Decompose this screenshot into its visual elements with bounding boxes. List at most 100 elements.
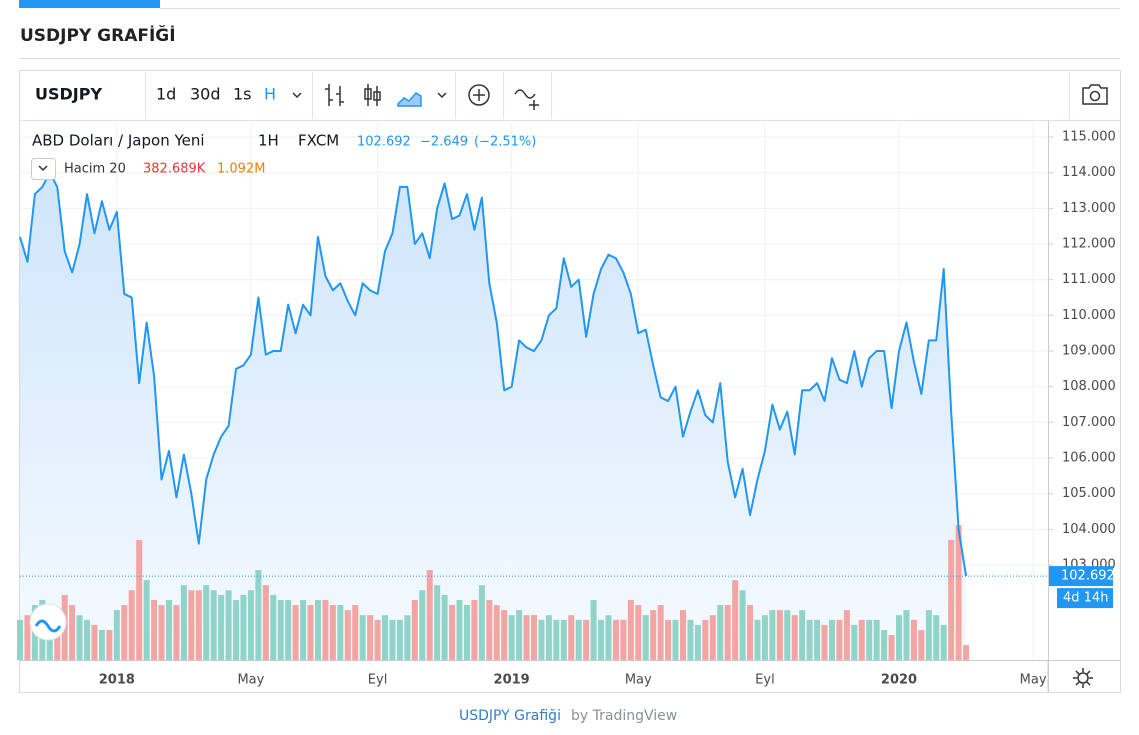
volume-bar xyxy=(635,605,642,660)
volume-bar xyxy=(396,619,403,660)
volume-bar xyxy=(851,624,858,660)
last-price-label: 102.692 xyxy=(1061,569,1115,584)
volume-bar xyxy=(709,615,716,660)
volume-bar xyxy=(873,619,880,660)
camera-icon[interactable] xyxy=(1082,84,1108,105)
y-tick-label: 109.000 xyxy=(1062,344,1116,359)
volume-bar xyxy=(717,605,724,660)
volume-bar xyxy=(843,610,850,660)
volume-bar xyxy=(158,605,165,660)
volume-bar xyxy=(173,605,180,660)
plot: 103.000104.000105.000106.000107.000108.0… xyxy=(17,122,1116,688)
legend-interval: 1H xyxy=(258,132,279,150)
volume-bar xyxy=(106,629,113,660)
interval[interactable]: 1s xyxy=(233,85,252,104)
footer-link[interactable]: USDJPY Grafiği xyxy=(459,708,561,724)
volume-bar xyxy=(98,629,105,660)
volume-bar xyxy=(389,619,396,660)
volume-bar xyxy=(501,610,508,660)
volume-bar xyxy=(963,645,970,660)
last-price-box xyxy=(1049,566,1113,587)
volume-bar xyxy=(858,619,865,660)
volume-bar xyxy=(344,610,351,660)
volume-bar xyxy=(478,585,485,660)
volume-bar xyxy=(940,624,947,660)
settings-icon[interactable] xyxy=(1077,672,1089,684)
x-tick-label: May xyxy=(1020,673,1047,688)
volume-bar xyxy=(925,610,932,660)
volume-bar xyxy=(411,599,418,660)
volume-bar xyxy=(948,539,955,660)
x-tick-label: Eyl xyxy=(368,673,388,688)
candles-icon[interactable] xyxy=(364,84,381,106)
y-tick-label: 110.000 xyxy=(1062,308,1116,323)
volume-bar xyxy=(776,610,783,660)
add-indicator-icon xyxy=(473,89,485,101)
volume-bar xyxy=(814,619,821,660)
compare-icon[interactable] xyxy=(514,89,539,110)
volume-bar xyxy=(121,605,128,660)
camera-icon xyxy=(1089,90,1101,102)
interval[interactable]: 1d xyxy=(156,85,176,104)
volume-bar xyxy=(806,619,813,660)
interval-active[interactable]: H xyxy=(264,85,276,104)
volume-bar xyxy=(270,594,277,660)
x-tick-label: 2019 xyxy=(494,673,530,688)
volume-bar xyxy=(650,610,657,660)
legend-last: 102.692 xyxy=(357,135,411,150)
dropdown-icon[interactable] xyxy=(437,92,447,99)
volume-bar xyxy=(531,615,537,660)
logo[interactable] xyxy=(29,603,67,641)
logo xyxy=(34,619,62,633)
volume-bar xyxy=(434,585,441,660)
volume-bar xyxy=(791,615,798,660)
legend-change-pct: (−2.51%) xyxy=(474,135,536,150)
volume-bar xyxy=(76,615,83,660)
x-tick-label: May xyxy=(625,673,652,688)
volume-bar xyxy=(560,619,567,660)
volume-bar xyxy=(359,615,366,660)
dropdown-icon[interactable] xyxy=(292,92,302,99)
volume-bar xyxy=(828,619,835,660)
volume-bar xyxy=(255,569,262,660)
volume-bar xyxy=(866,619,873,660)
volume-bar xyxy=(262,585,269,660)
volume-bar xyxy=(382,615,389,660)
volume-bar xyxy=(821,624,828,660)
volume-bar xyxy=(612,619,619,660)
interval[interactable]: 30d xyxy=(190,85,221,104)
volume-bar xyxy=(553,619,560,660)
volume-bar xyxy=(896,615,903,660)
volume-bar xyxy=(672,619,679,660)
active-tab[interactable] xyxy=(19,0,160,8)
add-indicator-icon[interactable] xyxy=(468,84,490,106)
area-icon[interactable] xyxy=(397,92,422,107)
volume-bar xyxy=(225,590,232,660)
y-tick-label: 108.000 xyxy=(1062,379,1116,394)
volume-bar xyxy=(449,605,456,660)
symbol[interactable]: USDJPY xyxy=(35,85,102,104)
volume-bar xyxy=(165,599,172,660)
bars-icon[interactable] xyxy=(325,84,344,106)
volume-bar xyxy=(598,619,605,660)
volume-bar xyxy=(307,605,314,660)
legend-change: −2.649 xyxy=(420,135,468,150)
volume-bar xyxy=(694,624,701,660)
volume-bar xyxy=(285,599,292,660)
volume-bar xyxy=(404,615,411,660)
volume-bar xyxy=(903,610,910,660)
volume-bar xyxy=(545,615,552,660)
volume-bar xyxy=(724,605,731,660)
volume-bar xyxy=(508,615,515,660)
volume-bar xyxy=(441,594,448,660)
volume-bar xyxy=(955,525,962,660)
volume-bar xyxy=(836,619,843,660)
volume-bar xyxy=(881,629,888,660)
volume-bar xyxy=(195,590,202,660)
volume-bar xyxy=(143,580,150,660)
page-title: USDJPY GRAFİĞİ xyxy=(20,24,176,46)
volume-bar xyxy=(493,605,500,660)
volume-bar xyxy=(784,610,791,660)
volume-bar xyxy=(367,615,374,660)
